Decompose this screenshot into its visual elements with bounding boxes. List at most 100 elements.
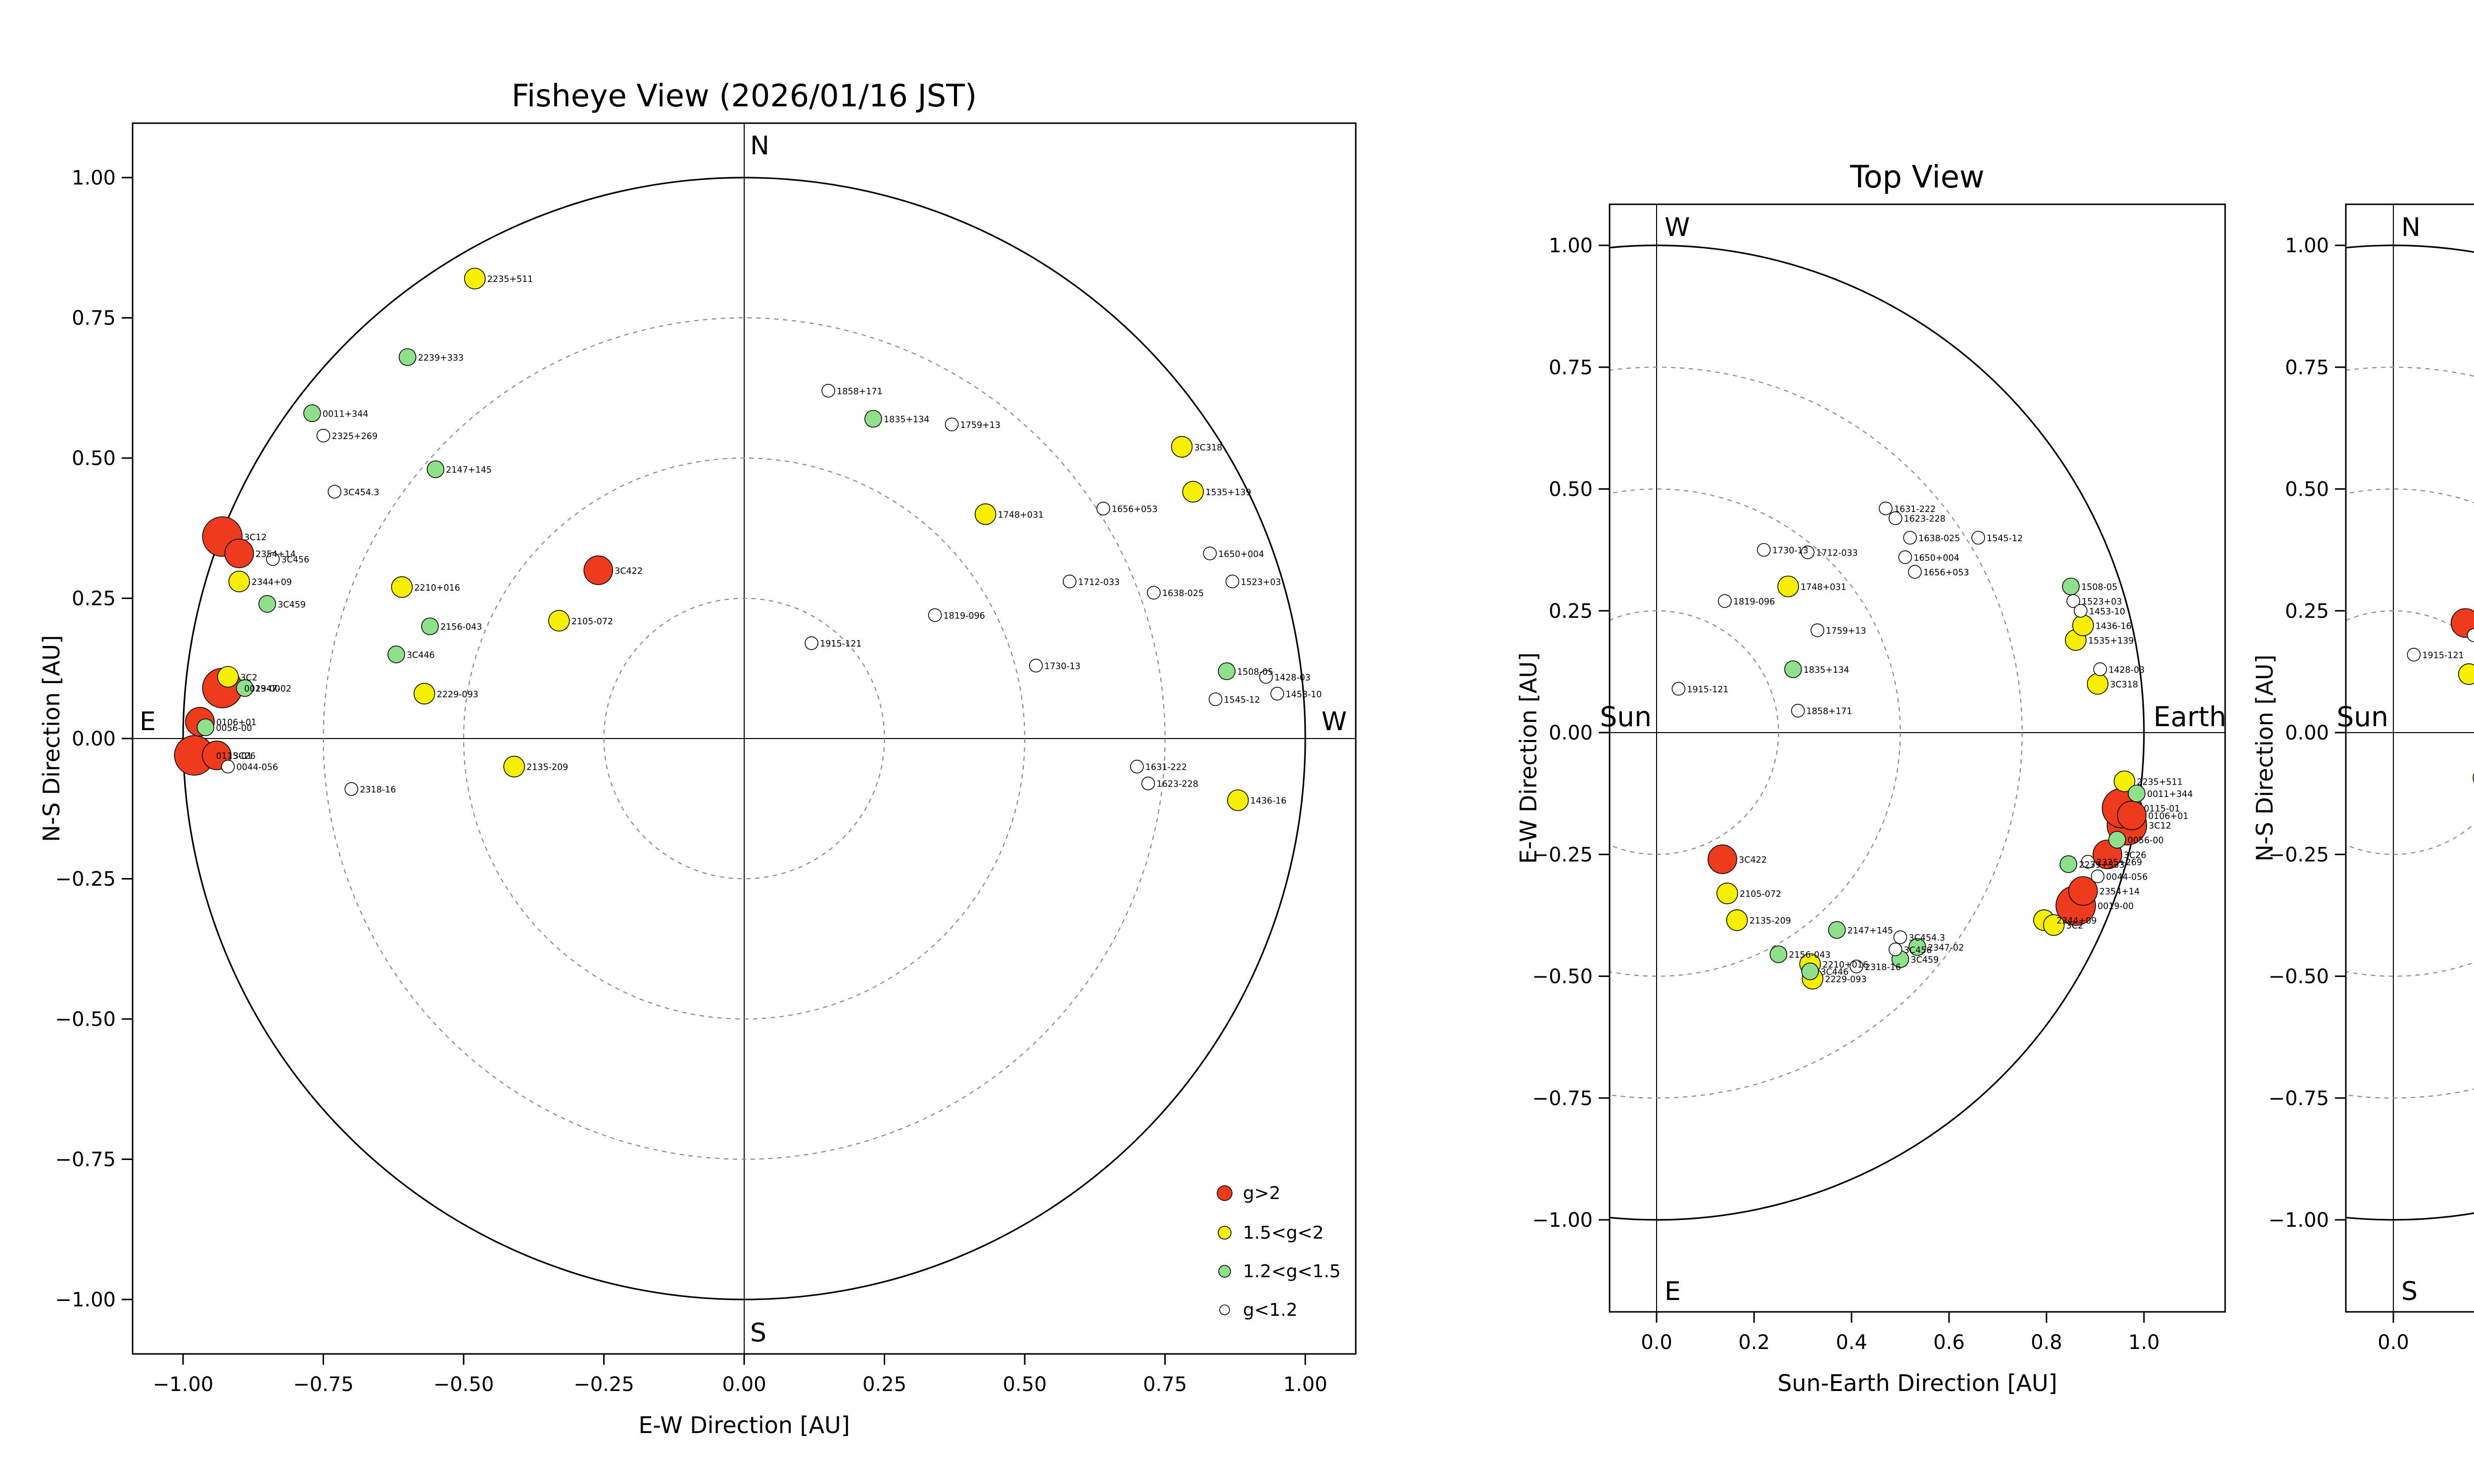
data-point-2318-16 [1850,960,1863,974]
point-label-0011+344: 0011+344 [323,409,369,419]
point-label-3C446: 3C446 [1820,968,1849,977]
point-label-2347-02: 2347-02 [1928,943,1964,953]
data-point-1436-16 [2072,614,2094,637]
solid-unit-circle [182,177,1306,1300]
direction-label-E: E [1665,1277,1681,1306]
data-point-3C318 [2087,673,2109,695]
data-point-3C454.3 [328,485,341,499]
point-label-2325+269: 2325+269 [332,432,378,442]
clipped-layer: 2235+511 2239+333 0011+344 2325+269 2147+145… [1610,204,2225,1312]
data-point-3C446 [387,646,405,663]
dashed-circle-r0.75 [1610,367,2023,1099]
data-point-2354+14 [224,538,254,568]
point-label-2318-16: 2318-16 [1865,963,1901,973]
x-tick-label: 1.0 [2128,1331,2160,1354]
data-point-1656+053 [1096,502,1110,515]
point-label-3C422: 3C422 [1739,855,1767,865]
x-tick-label: 0.4 [1836,1331,1867,1354]
data-point-1508-05 [1218,662,1236,680]
point-label-1535+139: 1535+139 [1205,488,1251,498]
legend-marker-green [1218,1265,1231,1278]
point-label-3C459: 3C459 [278,600,306,610]
y-tick-label: −0.25 [55,868,116,891]
x-tick-label: 0.6 [1933,1331,1965,1354]
point-label-2135-209: 2135-209 [526,763,568,773]
data-point-0011+344 [303,404,321,422]
point-label-0115-01: 0115-01 [2144,804,2180,814]
data-point-2239+333 [398,348,417,366]
point-label-0106+01: 0106+01 [2148,811,2188,821]
x-tick-label: 0.2 [1738,1331,1770,1354]
x-tick-label: 0.0 [2378,1331,2409,1354]
y-axis-label: N-S Direction [AU] [2251,654,2278,861]
point-label-1915-121: 1915-121 [2422,650,2464,660]
data-point-1835+134 [1784,660,1802,678]
point-label-3C446: 3C446 [407,650,435,660]
point-label-3C456: 3C456 [281,555,309,565]
y-axis-label: N-S Direction [AU] [38,635,65,842]
point-label-2105-072: 2105-072 [1740,889,1781,899]
y-tick-label: 1.00 [72,167,116,189]
y-tick-label: −0.25 [2268,843,2329,866]
data-point-1858+171 [1791,703,1805,718]
point-label-1835+134: 1835+134 [884,415,930,425]
point-label-0019-00: 0019-00 [2097,902,2134,912]
point-label-1819-096: 1819-096 [1733,597,1775,607]
y-tick-label: 0.75 [1549,356,1593,379]
y-tick-label: −0.50 [2268,966,2329,988]
data-point-2147+145 [427,460,445,478]
y-tick-label: 0.75 [2285,356,2329,379]
data-point-1523+03 [1225,574,1239,589]
point-label-2325+269: 2325+269 [2096,858,2142,868]
point-label-2229-093: 2229-093 [1825,974,1866,984]
point-label-3C2: 3C2 [240,673,257,683]
points-layer [2407,608,2474,783]
point-label-2318-16: 2318-16 [360,785,396,795]
data-point-0056-00 [196,718,215,737]
data-point-1631-222 [1879,502,1893,515]
point-label-1545-12: 1545-12 [1987,534,2023,544]
point-label-0044-056: 0044-056 [237,763,278,773]
point-label-3C459: 3C459 [1911,955,1939,965]
y-tick-label: −0.75 [2268,1087,2329,1110]
y-tick-label: 0.50 [1549,478,1593,501]
data-point-2239+333 [2059,855,2078,873]
point-label-1428-03: 1428-03 [2108,665,2144,675]
point-label-2156-043: 2156-043 [440,622,482,632]
y-tick-label: −1.00 [1532,1209,1593,1232]
point-label-3C2: 3C2 [2066,921,2084,931]
point-label-1656+053: 1656+053 [1112,505,1158,514]
point-label-2135-209: 2135-209 [1750,916,1791,926]
point-label-1759+13: 1759+13 [1826,626,1866,636]
point-label-1712-033: 1712-033 [1078,577,1120,587]
data-point-2325+269 [2081,855,2095,869]
data-point-1858+171 [821,384,835,398]
data-point-3C2 [2043,914,2065,936]
y-tick-label: −0.50 [55,1008,116,1031]
point-label-1835+134: 1835+134 [1804,665,1850,675]
y-tick-label: 0.00 [2285,722,2329,744]
dashed-circle-r0.75 [2346,367,2474,1099]
point-label-3C318: 3C318 [2110,680,2138,690]
data-point-1730-13 [1757,543,1771,557]
x-tick-label: −0.75 [293,1373,354,1396]
data-point-3C422 [2450,608,2474,638]
data-point-1759+13 [945,417,959,431]
data-point-1631-222 [1130,759,1144,774]
x-tick-label: 0.0 [1641,1331,1672,1354]
point-label-1436-16: 1436-16 [2095,621,2132,631]
data-point-2105-072 [548,610,570,632]
direction-label-N: N [750,131,769,161]
data-point-3C422 [1708,844,1737,874]
direction-label-W: W [1322,707,1347,737]
panel-title: Top View [1850,159,1984,195]
solid-unit-circle [1610,244,2145,1221]
point-label-1523+03: 1523+03 [2082,597,2122,607]
point-labels-layer: 2235+5112239+3330011+3442325+2692147+145… [2422,650,2464,660]
point-label-1508-05: 1508-05 [1237,667,1273,677]
point-label-1915-121: 1915-121 [1687,685,1728,695]
axes-box [2345,203,2474,1313]
data-point-1545-12 [1971,531,1985,545]
data-point-1819-096 [928,608,942,622]
dashed-circle-r0.25 [1610,610,1779,855]
